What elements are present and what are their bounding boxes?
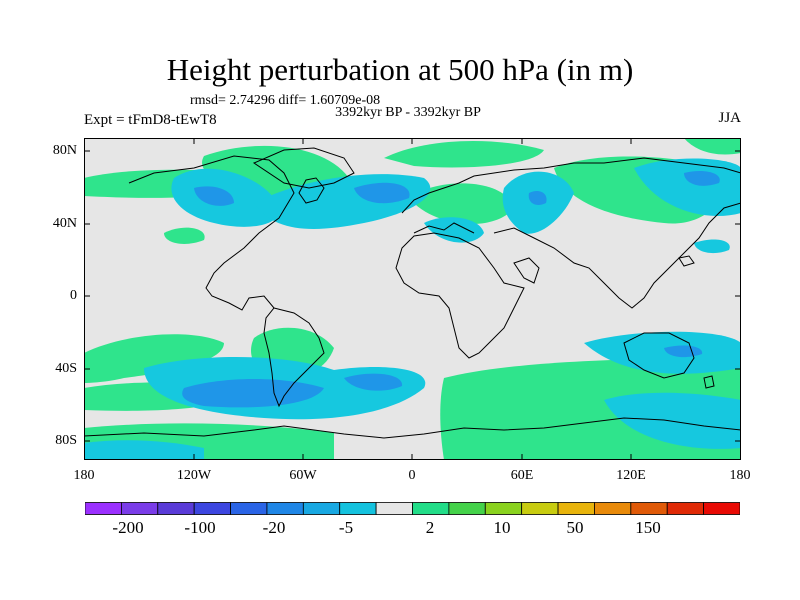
x-tick-label: 0 [408,468,416,483]
colorbar-label: -5 [338,518,354,537]
colorbar-label: -20 [262,518,286,537]
y-tick-label: 0 [70,288,77,303]
colorbar-boxes [85,502,740,515]
experiment-label: Expt = tFmD8-tEwT8 [84,112,217,128]
colorbar-box [375,502,413,515]
colorbar-box [521,502,559,515]
x-tick-label: 180 [73,468,95,483]
x-tick-label: 60E [510,468,534,483]
map-panel [84,138,741,460]
x-tick-label: 120E [616,468,646,483]
colorbar-box [557,502,595,515]
tick-marks [84,138,741,460]
colorbar-box [594,502,632,515]
colorbar-box [412,502,450,515]
colorbar-box [193,502,231,515]
colorbar-label: -100 [184,518,216,537]
colorbar-box [120,502,159,515]
x-tick-label: 60W [289,468,317,483]
y-tick-label: 80N [52,143,77,158]
colorbar-box [484,502,523,515]
stats-line: rmsd= 2.74296 diff= 1.60709e-08 [190,93,381,108]
y-tick-label: 40N [52,216,77,231]
coastlines [84,147,741,439]
period-subtitle: 3392kyr BP - 3392kyr BP [335,105,481,120]
colorbar-label: 2 [425,518,435,537]
colorbar-box [448,502,486,515]
colorbar-box [230,502,268,515]
colorbar-label: 10 [493,518,511,537]
colorbar-label: -200 [112,518,144,537]
y-tick-label: 40S [55,361,77,376]
negative-anomaly-medium [182,171,720,408]
colorbar-box [703,502,740,515]
colorbar-label: 150 [635,518,661,537]
plot-title: Height perturbation at 500 hPa (in m) [166,52,634,87]
x-tick-label: 180 [729,468,751,483]
colorbar-box [85,502,122,515]
y-tick-label: 80S [55,433,77,448]
colorbar-box [266,502,304,515]
season-label: JJA [718,110,741,126]
colorbar-box [339,502,377,515]
colorbar [85,502,740,515]
colorbar-box [157,502,195,515]
colorbar-box [666,502,705,515]
colorbar-box [302,502,341,515]
colorbar-box [630,502,668,515]
colorbar-label: 50 [566,518,584,537]
x-tick-label: 120W [176,468,212,483]
map-svg [84,138,741,460]
